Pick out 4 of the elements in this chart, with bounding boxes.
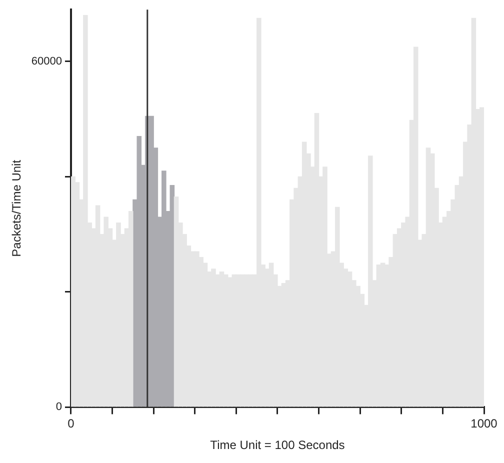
- x-axis-title: Time Unit = 100 Seconds: [210, 438, 345, 452]
- y-axis-title: Packets/Time Unit: [10, 159, 24, 257]
- y-tick-label: 60000: [31, 55, 62, 68]
- x-tick-label: 1000: [470, 416, 498, 431]
